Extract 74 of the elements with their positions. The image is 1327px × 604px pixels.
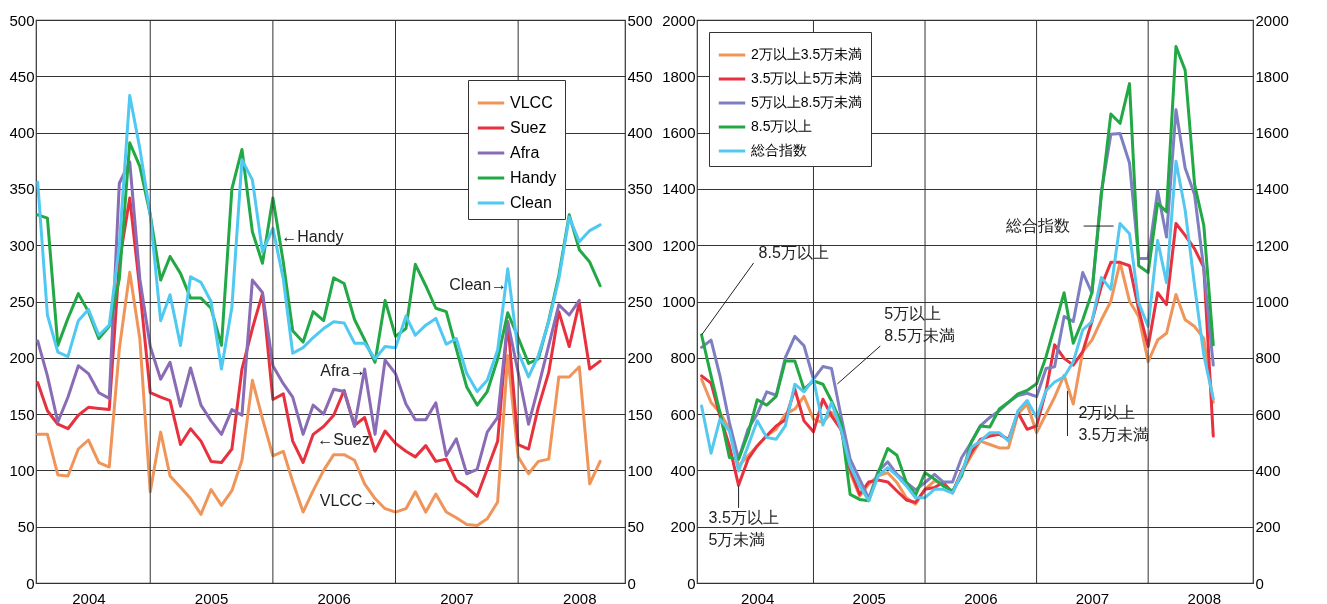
y-tick-label: 0	[687, 574, 696, 592]
legend-label: Suez	[510, 119, 547, 136]
line-series	[36, 270, 602, 528]
y-tick-label: 800	[670, 349, 696, 367]
y-tick-label: 2000	[662, 11, 696, 29]
y2-tick-label: 1200	[1255, 236, 1289, 254]
legend-label: 総合指数	[750, 142, 807, 158]
y2-tick-label: 150	[627, 405, 653, 423]
y-tick-label: 1800	[662, 67, 696, 85]
y2-tick-label: 100	[627, 461, 653, 479]
line-series	[36, 160, 581, 476]
x-tick-label: 2007	[1075, 589, 1110, 604]
y-tick-label: 400	[670, 461, 696, 479]
y-tick-label: 600	[670, 405, 696, 423]
y-tick-label: 1600	[662, 124, 696, 142]
y2-tick-label: 600	[1255, 405, 1281, 423]
y2-tick-label: 450	[627, 67, 653, 85]
annotation: Afra→	[320, 362, 366, 380]
y-tick-label: 1000	[662, 293, 696, 310]
annotation: VLCC→	[319, 491, 379, 509]
legend-label: Handy	[510, 169, 557, 186]
x-tick-label: 2004	[72, 589, 106, 604]
y2-tick-label: 250	[627, 293, 653, 310]
y2-tick-label: 1600	[1255, 124, 1289, 142]
y-tick-label: 150	[9, 405, 35, 423]
y2-tick-label: 1400	[1255, 180, 1289, 198]
legend-label: Clean	[510, 194, 552, 211]
y-tick-label: 500	[9, 11, 35, 29]
y2-tick-label: 50	[627, 518, 645, 536]
y-tick-label: 100	[9, 461, 35, 479]
legend-label: 8.5万以上	[751, 118, 813, 134]
legend-label: 3.5万以上5万未満	[751, 70, 863, 86]
annotation: 3.5万以上 5万未満	[708, 508, 779, 548]
x-tick-label: 2008	[1187, 589, 1221, 604]
legend-label: 5万以上8.5万未満	[751, 94, 863, 110]
y2-tick-label: 300	[627, 236, 653, 254]
y2-tick-label: 0	[627, 574, 636, 592]
y-tick-label: 0	[26, 574, 35, 592]
y-tick-label: 200	[9, 349, 35, 367]
y2-tick-label: 200	[1255, 518, 1281, 536]
x-tick-label: 2008	[563, 589, 597, 604]
annotation: Clean→	[449, 275, 508, 293]
y-tick-label: 50	[17, 518, 35, 536]
y-tick-label: 400	[9, 124, 35, 142]
annotation: ←Handy	[281, 228, 344, 246]
y2-tick-label: 350	[627, 180, 653, 198]
x-tick-label: 2006	[964, 589, 998, 604]
x-tick-label: 2007	[440, 589, 474, 604]
legend-label: Afra	[510, 144, 540, 161]
y2-tick-label: 0	[1255, 574, 1264, 592]
y2-tick-label: 200	[627, 349, 653, 367]
y-tick-label: 450	[9, 67, 35, 85]
y2-tick-label: 400	[1255, 461, 1281, 479]
line-series	[36, 93, 602, 394]
legend-label: VLCC	[510, 94, 553, 111]
x-tick-label: 2006	[317, 589, 351, 604]
y2-tick-label: 800	[1255, 349, 1281, 367]
y-tick-label: 300	[9, 236, 35, 254]
y-tick-label: 200	[670, 518, 696, 536]
y-tick-label: 1400	[662, 180, 696, 198]
annotation: ←Suez	[317, 431, 370, 449]
y-tick-label: 250	[9, 293, 35, 310]
legend-label: 2万以上3.5万未満	[751, 46, 863, 62]
x-tick-label: 2005	[852, 589, 886, 604]
y2-tick-label: 400	[627, 124, 653, 142]
x-tick-label: 2004	[741, 589, 775, 604]
y-tick-label: 350	[9, 180, 35, 198]
x-tick-label: 2005	[194, 589, 229, 604]
y2-tick-label: 1800	[1255, 67, 1289, 85]
y2-tick-label: 2000	[1255, 11, 1289, 29]
y-tick-label: 1200	[662, 236, 696, 254]
y2-tick-label: 500	[627, 11, 653, 29]
y2-tick-label: 1000	[1255, 293, 1289, 310]
annotation: 5万以上 8.5万未満	[884, 304, 955, 344]
